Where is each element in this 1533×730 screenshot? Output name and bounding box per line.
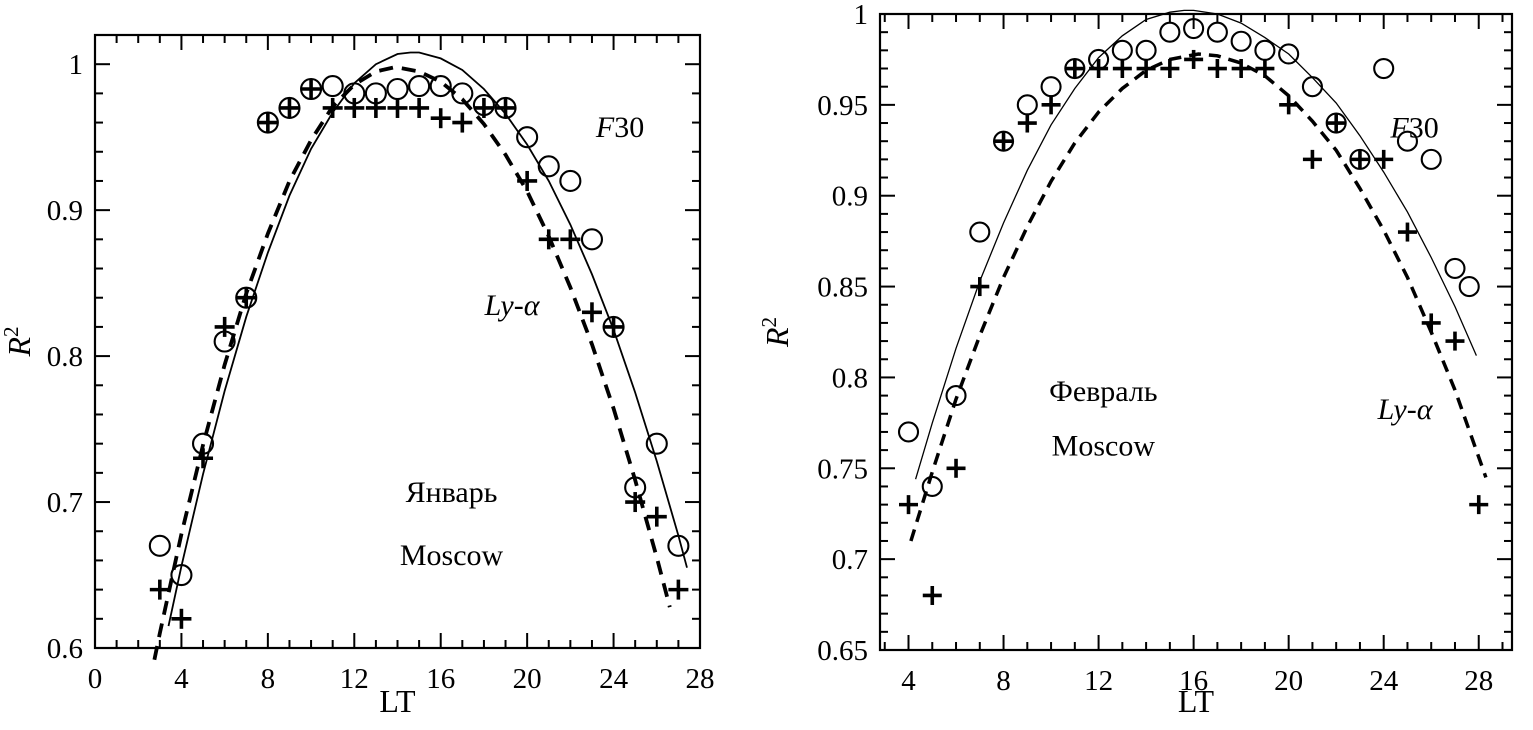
chart-2: 4 8 12 16 20 24 28 0.65 0.7 0.75 0.8 0.85 0.9 0.95 1 LT…: [757, 0, 1514, 719]
chart-1: 0 4 8 12 16 20 24 28 0.6 0.7 0.8 0.9 1 LT R2 F30 Ly-α Янв…: [0, 33, 715, 719]
data-point-circle: [321, 75, 344, 98]
x-tick-label: 28: [686, 663, 715, 695]
data-point-circle: [451, 82, 474, 105]
data-point-circle: [945, 385, 967, 407]
series-markers-ly-alpha: [149, 79, 689, 629]
axis-ticks: [94, 34, 701, 649]
y-tick-label: 0.7: [47, 487, 83, 519]
data-point-circle: [1458, 276, 1480, 298]
data-point-circle: [645, 432, 668, 455]
data-point-circle: [1230, 30, 1252, 52]
x-tick-label: 24: [1369, 665, 1399, 697]
x-tick-label: 12: [1084, 665, 1113, 697]
y-tick-label: 1: [854, 0, 869, 31]
data-point-circle: [667, 534, 690, 557]
data-point-circle: [386, 77, 409, 101]
x-tick-label: 4: [901, 665, 916, 697]
y-tick-label: 0.8: [832, 362, 868, 394]
x-tick-label: 16: [1179, 665, 1208, 697]
data-point-circle: [580, 228, 604, 251]
data-point-circle: [537, 155, 560, 178]
x-tick-label: 4: [174, 663, 189, 695]
plot-annotation: Февраль: [1049, 375, 1157, 408]
data-point-circle: [1420, 148, 1442, 170]
data-point-circle: [969, 221, 991, 243]
x-tick-label: 20: [1274, 665, 1303, 697]
x-tick-label: 16: [426, 663, 455, 695]
y-tick-label: 1: [69, 49, 84, 81]
series-line-f30-fit: [167, 51, 688, 627]
data-point-circle: [1135, 39, 1157, 61]
x-tick-label: 12: [340, 663, 369, 695]
data-point-circle: [1373, 57, 1395, 80]
series-line-ly-alpha-fit: [152, 65, 672, 661]
y-tick-label: 0.95: [817, 90, 868, 122]
data-point-circle: [1254, 39, 1276, 61]
data-point-circle: [921, 475, 943, 498]
plot-annotation: F30: [595, 111, 644, 144]
tick-labels: 4 8 12 16 20 24 28 0.65 0.7 0.75 0.8 0.85 0.9 0.95 1: [817, 0, 1493, 697]
y-tick-label: 0.9: [832, 181, 868, 213]
plot-annotation: Moscow: [1052, 430, 1156, 463]
data-point-circle: [408, 75, 431, 98]
plot-annotation: Ly-α: [484, 289, 541, 322]
x-tick-label: 8: [996, 665, 1011, 697]
plot-frame: [93, 33, 702, 650]
plot-annotation: Ly-α: [1377, 393, 1434, 426]
data-point-circle: [1301, 76, 1323, 98]
tick-labels: 0 4 8 12 16 20 24 28 0.6 0.7 0.8 0.9 1: [47, 49, 715, 695]
x-axis-label: LT: [1178, 683, 1215, 719]
data-point-circle: [516, 126, 539, 149]
x-tick-label: 0: [88, 663, 103, 695]
plot-frame: [878, 12, 1514, 652]
data-point-circle: [1396, 130, 1419, 152]
x-tick-label: 24: [599, 663, 629, 695]
data-point-circle: [559, 169, 582, 193]
plot-annotation: Январь: [406, 476, 498, 509]
data-point-circle: [1040, 76, 1062, 98]
series-line-ly-alpha-fit: [909, 52, 1488, 542]
data-point-circle: [897, 421, 920, 443]
series-markers-ly-alpha: [899, 49, 1489, 605]
data-point-circle: [1159, 21, 1181, 43]
data-point-circle: [1444, 257, 1466, 279]
data-point-circle: [1278, 43, 1300, 65]
axis-ticks: [880, 13, 1512, 651]
data-point-circle: [148, 534, 171, 557]
y-tick-label: 0.9: [47, 195, 83, 227]
y-tick-label: 0.7: [832, 544, 868, 576]
y-tick-label: 0.8: [47, 341, 83, 373]
x-tick-label: 8: [261, 663, 276, 695]
plot-annotation: Moscow: [400, 539, 504, 572]
y-tick-label: 0.85: [817, 272, 868, 304]
y-axis-label: R2: [757, 317, 795, 348]
data-point-circle: [1016, 94, 1038, 116]
data-point-circle: [1183, 17, 1205, 40]
x-tick-label: 28: [1464, 665, 1493, 697]
x-axis-label: LT: [379, 683, 416, 719]
data-point-circle: [170, 563, 193, 587]
data-point-circle: [1111, 39, 1133, 61]
y-tick-label: 0.6: [47, 633, 83, 665]
x-tick-label: 20: [513, 663, 542, 695]
y-axis-label: R2: [0, 326, 37, 357]
y-tick-label: 0.75: [817, 453, 868, 485]
y-tick-label: 0.65: [817, 635, 868, 667]
data-point-circle: [1206, 21, 1228, 43]
data-point-circle: [429, 75, 452, 98]
series-line-f30-fit: [914, 9, 1477, 480]
plot-annotation: F30: [1389, 112, 1438, 145]
